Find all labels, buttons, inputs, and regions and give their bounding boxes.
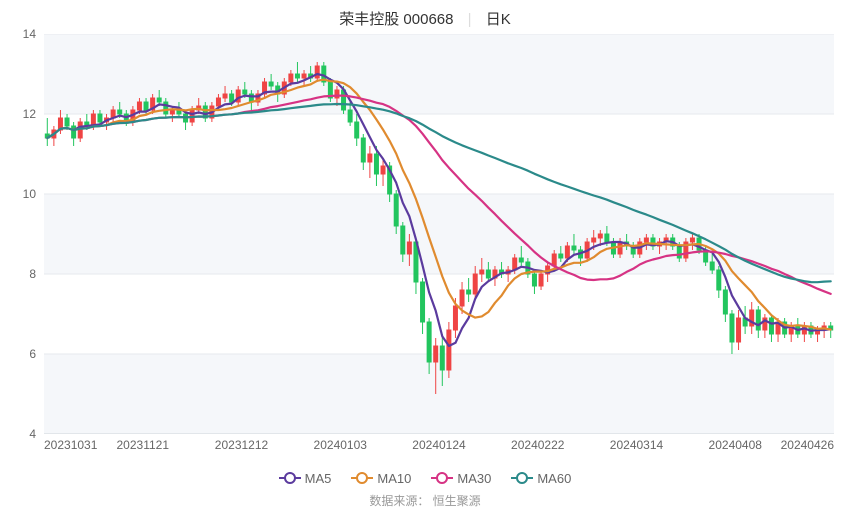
chart-title: 荣丰控股 000668 | 日K [0, 0, 850, 35]
y-tick-label: 4 [0, 427, 36, 441]
x-tick-label: 20231031 [44, 438, 97, 452]
legend-label: MA5 [305, 471, 332, 486]
legend-label: MA30 [457, 471, 491, 486]
title-period: 日K [486, 11, 511, 28]
chart-area: 468101214 202310312023112120231212202401… [44, 34, 834, 434]
data-source: 数据来源： 恒生聚源 [0, 492, 850, 509]
x-tick-label: 20240426 [781, 438, 834, 452]
source-prefix: 数据来源： [369, 494, 429, 508]
legend-marker-icon [431, 472, 453, 484]
legend-item: MA5 [279, 471, 332, 486]
x-tick-label: 20231121 [117, 438, 170, 452]
y-tick-label: 8 [0, 267, 36, 281]
title-stock-code: 000668 [403, 11, 453, 28]
title-separator: | [468, 11, 472, 28]
y-tick-label: 6 [0, 347, 36, 361]
y-tick-label: 12 [0, 107, 36, 121]
legend-label: MA60 [537, 471, 571, 486]
x-tick-label: 20240314 [610, 438, 663, 452]
x-tick-label: 20240103 [314, 438, 367, 452]
chart-legend: MA5 MA10 MA30 MA60 [0, 471, 850, 488]
source-name: 恒生聚源 [433, 494, 481, 508]
legend-item: MA30 [431, 471, 491, 486]
legend-marker-icon [351, 472, 373, 484]
kline-chart [44, 34, 834, 434]
x-tick-label: 20240222 [511, 438, 564, 452]
y-tick-label: 10 [0, 187, 36, 201]
legend-marker-icon [279, 472, 301, 484]
legend-label: MA10 [377, 471, 411, 486]
legend-marker-icon [511, 472, 533, 484]
x-tick-label: 20231212 [215, 438, 268, 452]
y-tick-label: 14 [0, 27, 36, 41]
title-stock-name: 荣丰控股 [339, 11, 399, 28]
legend-item: MA10 [351, 471, 411, 486]
legend-item: MA60 [511, 471, 571, 486]
x-tick-label: 20240124 [412, 438, 465, 452]
x-tick-label: 20240408 [709, 438, 762, 452]
